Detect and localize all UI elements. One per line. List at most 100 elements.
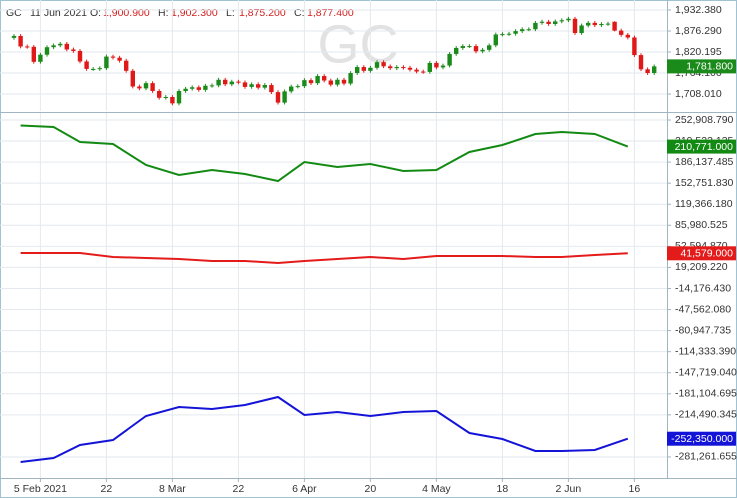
- y-tick-label: -147,719.040: [675, 366, 737, 378]
- header-label: C:: [294, 7, 305, 19]
- candle-body: [44, 47, 50, 55]
- candle-body: [513, 31, 518, 34]
- candle-body: [328, 80, 333, 85]
- candle-body: [308, 80, 314, 84]
- candle-body: [51, 45, 56, 48]
- candle-body: [130, 70, 135, 87]
- candle-body: [427, 62, 432, 72]
- y-tick-label: -214,490.345: [675, 409, 737, 421]
- y-tick-label: 1,932.380: [675, 4, 722, 16]
- last-value-label: -252,350.000: [667, 431, 736, 446]
- y-tick-label: 85,980.525: [675, 219, 728, 231]
- candle-body: [566, 18, 571, 21]
- candle-body: [553, 21, 558, 24]
- x-tick-label: 18: [497, 483, 509, 495]
- candle-body: [572, 18, 578, 33]
- candle-body: [315, 76, 320, 84]
- candle-body: [619, 30, 624, 35]
- header: GC 11 Jun 2021 O: 1,900.900 H: 1,902.300 L: 1…: [6, 7, 354, 19]
- candle-body: [110, 56, 116, 58]
- candle-body: [275, 92, 281, 103]
- candle-body: [209, 85, 215, 87]
- candle-body: [190, 87, 195, 89]
- candle-body: [467, 46, 472, 48]
- header-value: 1,902.300: [171, 7, 218, 19]
- candle-body: [196, 87, 201, 90]
- candle-body: [249, 84, 254, 87]
- candle-body: [480, 49, 485, 52]
- candle-body: [229, 81, 234, 85]
- x-tick-label: 16: [629, 483, 641, 495]
- last-value-text: -252,350.000: [671, 433, 733, 445]
- y-tick-label: -47,562.080: [675, 303, 731, 315]
- y-tick-label: 152,751.830: [675, 177, 734, 189]
- candle-body: [341, 79, 347, 84]
- candle-body: [487, 45, 492, 50]
- header-label: L:: [226, 7, 235, 19]
- y-tick-label: -181,104.695: [675, 388, 737, 400]
- candle-body: [137, 86, 142, 89]
- candle-body: [506, 33, 512, 35]
- candle-body: [302, 80, 307, 87]
- candle-body: [579, 25, 584, 33]
- watermark: GC: [318, 14, 399, 74]
- candle-body: [407, 67, 413, 70]
- x-tick-label: 2 Jun: [556, 483, 582, 495]
- series-line: [20, 395, 629, 463]
- candle-body: [176, 91, 182, 104]
- y-tick-label: 19,209.220: [675, 261, 728, 273]
- candle-body: [58, 43, 63, 46]
- candle-body: [440, 65, 446, 68]
- last-value-text: 41,579.000: [680, 248, 733, 260]
- candle-body: [414, 69, 419, 72]
- candle-body: [348, 73, 353, 84]
- candle-body: [361, 67, 366, 71]
- last-value-text: 210,771.000: [675, 141, 734, 153]
- candle-body: [262, 85, 267, 88]
- last-value-label: 41,579.000: [667, 246, 736, 261]
- candle-body: [295, 86, 300, 88]
- candle-body: [645, 69, 650, 74]
- candle-body: [368, 67, 373, 71]
- candle-body: [289, 86, 294, 92]
- y-tick-label: 119,366.180: [675, 198, 733, 210]
- candle-body: [605, 23, 611, 25]
- candle-body: [25, 46, 30, 48]
- candle-body: [163, 96, 168, 98]
- candle-body: [236, 81, 241, 83]
- candle-body: [71, 49, 76, 51]
- y-tick-label: 252,908.790: [675, 114, 734, 126]
- last-value-box: [667, 59, 736, 74]
- header-label: O:: [90, 7, 101, 19]
- last-value-text: 1,781.800: [686, 61, 733, 73]
- candle-body: [421, 71, 426, 73]
- candle-body: [335, 79, 340, 85]
- last-value-box: [667, 139, 736, 154]
- y-tick-label: 1,820.195: [675, 46, 722, 58]
- last-value-label: 210,771.000: [667, 139, 736, 154]
- x-tick-label: 20: [365, 483, 377, 495]
- candle-body: [38, 54, 43, 62]
- candle-body: [652, 66, 657, 74]
- header-value: 1,877.400: [307, 7, 354, 19]
- y-tick-label: 1,876.290: [675, 25, 722, 37]
- candle-body: [638, 55, 644, 70]
- candle-body: [77, 50, 83, 62]
- candle-body: [520, 29, 525, 32]
- last-value-label: 1,781.800: [667, 59, 736, 74]
- candle-body: [599, 23, 604, 26]
- header-date: 11 Jun 2021: [30, 7, 87, 19]
- series-line: [20, 124, 629, 183]
- candle-body: [256, 84, 261, 88]
- candle-body: [117, 57, 122, 61]
- candle-body: [612, 21, 617, 31]
- candle-body: [447, 53, 452, 66]
- series-line: [20, 252, 628, 265]
- candle-body: [143, 83, 149, 89]
- candle-body: [31, 46, 36, 62]
- x-tick-label: 6 Apr: [292, 483, 317, 495]
- candle-body: [632, 37, 637, 56]
- candle-body: [388, 66, 393, 69]
- last-value-box: [667, 246, 736, 261]
- candle-body: [104, 56, 109, 69]
